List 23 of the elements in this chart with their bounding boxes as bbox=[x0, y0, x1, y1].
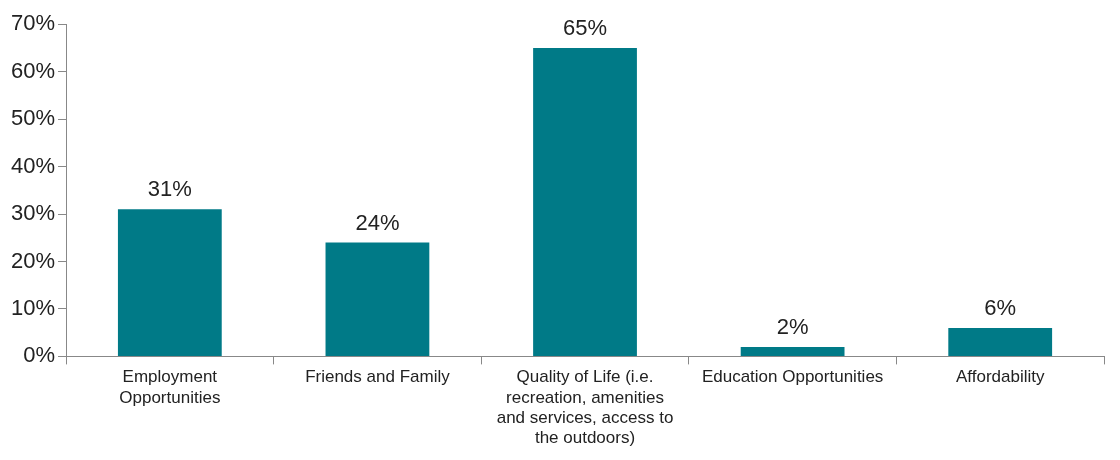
bar bbox=[325, 242, 430, 356]
x-tick-label: Friends and Family bbox=[305, 367, 451, 387]
bar bbox=[948, 327, 1053, 356]
y-tick-label: 0% bbox=[23, 342, 56, 368]
data-label: 65% bbox=[562, 14, 608, 40]
y-tick-label: 10% bbox=[10, 295, 56, 321]
y-tick-label: 30% bbox=[10, 200, 56, 226]
data-label: 6% bbox=[984, 294, 1017, 320]
data-label: 31% bbox=[147, 176, 192, 202]
y-tick-label: 40% bbox=[10, 152, 56, 178]
y-tick-label: 70% bbox=[10, 10, 56, 36]
x-tick-label: Employment Opportunities bbox=[119, 367, 221, 407]
y-tick-label: 50% bbox=[10, 105, 56, 131]
x-tick-label: Quality of Life (i.e. recreation, amenities and services, access to the outdoors) bbox=[496, 367, 674, 448]
bar bbox=[740, 346, 845, 356]
data-label: 2% bbox=[776, 313, 809, 339]
bar bbox=[117, 209, 222, 356]
bar bbox=[533, 47, 637, 356]
y-tick-label: 20% bbox=[10, 247, 56, 273]
x-tick-label: Education Opportunities bbox=[701, 367, 884, 387]
y-tick-label: 60% bbox=[10, 57, 56, 83]
x-tick-label: Affordability bbox=[955, 367, 1045, 387]
data-label: 24% bbox=[355, 209, 400, 235]
